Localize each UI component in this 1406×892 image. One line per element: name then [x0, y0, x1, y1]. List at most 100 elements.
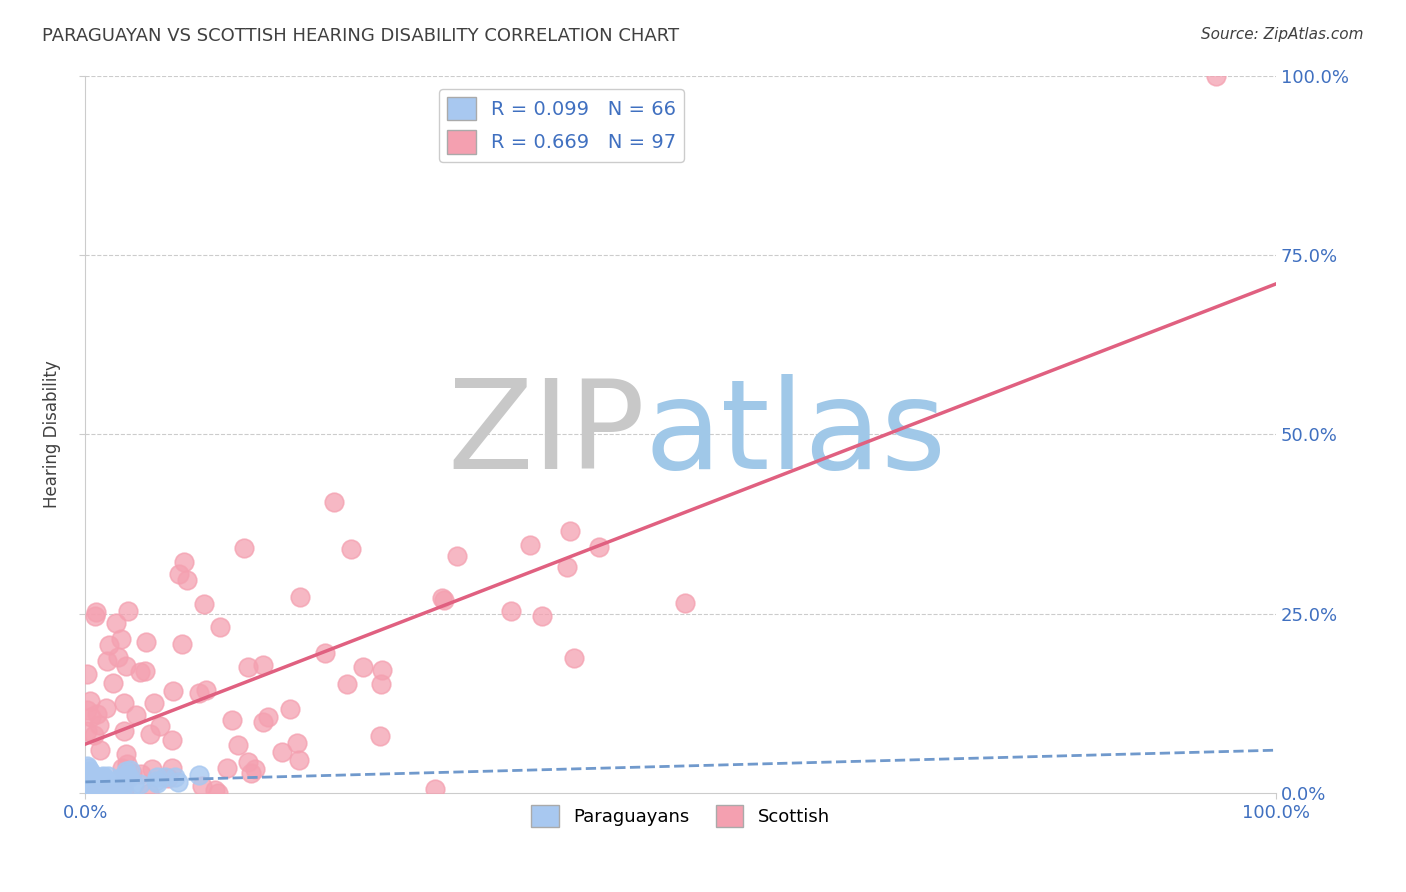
- Point: [96, 701, 118, 715]
- Point: [446, 549, 468, 563]
- Point: [110, 632, 132, 646]
- Point: [90, 779, 112, 793]
- Point: [160, 761, 183, 775]
- Point: [352, 660, 374, 674]
- Text: PARAGUAYAN VS SCOTTISH HEARING DISABILITY CORRELATION CHART: PARAGUAYAN VS SCOTTISH HEARING DISABILIT…: [42, 27, 679, 45]
- Point: [557, 560, 579, 574]
- Text: ZIP: ZIP: [447, 374, 645, 495]
- Point: [149, 719, 172, 733]
- Point: [76, 776, 98, 790]
- Point: [79, 764, 101, 779]
- Point: [499, 604, 522, 618]
- Point: [194, 683, 217, 698]
- Point: [239, 765, 262, 780]
- Point: [188, 768, 211, 782]
- Point: [96, 654, 118, 668]
- Point: [93, 771, 115, 785]
- Point: [270, 745, 292, 759]
- Point: [96, 786, 118, 800]
- Point: [370, 677, 392, 691]
- Point: [135, 635, 157, 649]
- Point: [1205, 69, 1227, 83]
- Point: [112, 776, 135, 790]
- Point: [368, 729, 391, 743]
- Point: [93, 777, 115, 791]
- Point: [371, 663, 394, 677]
- Point: [156, 771, 179, 785]
- Point: [97, 638, 120, 652]
- Point: [257, 710, 280, 724]
- Point: [252, 657, 274, 672]
- Point: [673, 595, 696, 609]
- Point: [176, 573, 198, 587]
- Point: [90, 780, 112, 794]
- Point: [89, 743, 111, 757]
- Point: [108, 771, 131, 785]
- Point: [120, 763, 142, 777]
- Point: [167, 567, 190, 582]
- Point: [290, 590, 312, 604]
- Point: [115, 747, 138, 761]
- Point: [139, 727, 162, 741]
- Point: [91, 779, 114, 793]
- Point: [91, 769, 114, 783]
- Point: [107, 650, 129, 665]
- Point: [562, 650, 585, 665]
- Point: [142, 696, 165, 710]
- Point: [105, 786, 128, 800]
- Point: [94, 786, 117, 800]
- Point: [114, 772, 136, 786]
- Point: [238, 660, 260, 674]
- Point: [519, 538, 541, 552]
- Point: [208, 620, 231, 634]
- Point: [108, 779, 131, 793]
- Point: [82, 772, 104, 786]
- Point: [93, 776, 115, 790]
- Point: [112, 723, 135, 738]
- Point: [336, 677, 359, 691]
- Point: [252, 714, 274, 729]
- Point: [83, 772, 105, 787]
- Point: [84, 780, 107, 794]
- Point: [112, 696, 135, 710]
- Point: [100, 775, 122, 789]
- Point: [167, 774, 190, 789]
- Point: [245, 762, 267, 776]
- Point: [80, 770, 103, 784]
- Point: [76, 667, 98, 681]
- Point: [96, 780, 118, 794]
- Point: [82, 777, 104, 791]
- Point: [117, 604, 139, 618]
- Point: [98, 773, 121, 788]
- Point: [188, 686, 211, 700]
- Point: [138, 786, 160, 800]
- Point: [115, 768, 138, 782]
- Point: [322, 495, 344, 509]
- Legend: Paraguayans, Scottish: Paraguayans, Scottish: [524, 798, 837, 835]
- Point: [104, 615, 127, 630]
- Point: [112, 786, 135, 800]
- Point: [278, 701, 301, 715]
- Point: [94, 778, 117, 792]
- Point: [173, 555, 195, 569]
- Point: [340, 541, 363, 556]
- Point: [236, 755, 259, 769]
- Point: [82, 768, 104, 782]
- Point: [79, 694, 101, 708]
- Point: [87, 780, 110, 794]
- Point: [134, 665, 156, 679]
- Point: [433, 592, 456, 607]
- Point: [285, 736, 308, 750]
- Point: [110, 780, 132, 794]
- Point: [107, 778, 129, 792]
- Text: Source: ZipAtlas.com: Source: ZipAtlas.com: [1201, 27, 1364, 42]
- Point: [145, 774, 167, 789]
- Point: [86, 777, 108, 791]
- Point: [163, 770, 186, 784]
- Point: [76, 723, 98, 738]
- Point: [96, 780, 118, 794]
- Point: [114, 764, 136, 778]
- Point: [111, 771, 134, 785]
- Point: [91, 786, 114, 800]
- Point: [82, 768, 104, 782]
